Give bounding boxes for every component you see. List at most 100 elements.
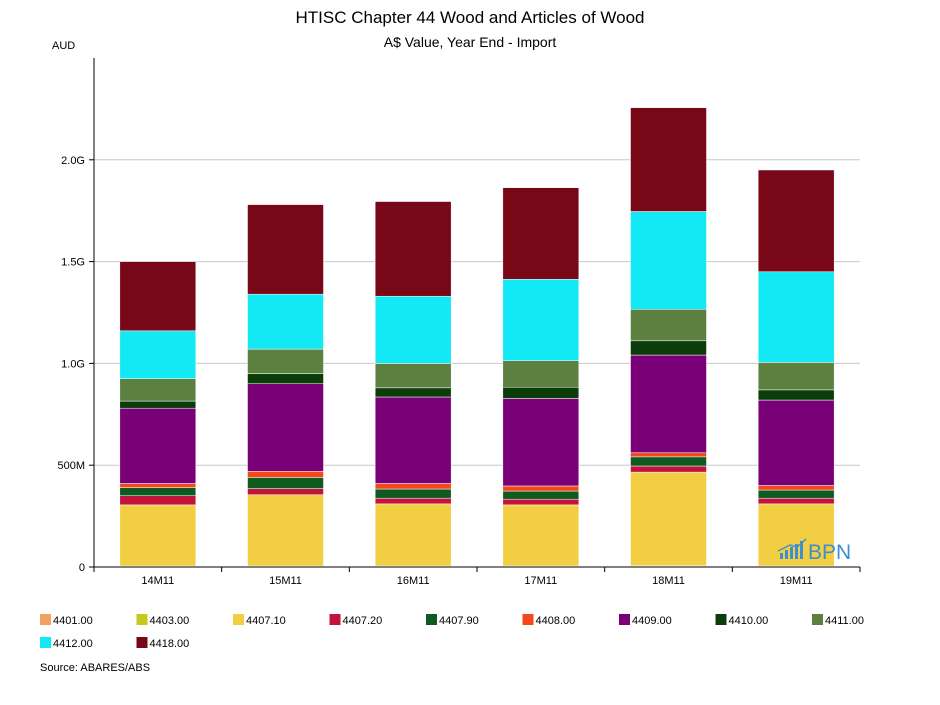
legend-label: 4401.00 — [53, 615, 93, 627]
bar-segment — [119, 495, 197, 506]
bar-segment — [630, 471, 707, 567]
legend-label: 4407.20 — [343, 615, 383, 627]
bar-segment — [119, 407, 197, 484]
bar-segment — [757, 169, 835, 273]
y-tick-label: 500M — [57, 460, 85, 472]
bar-segment — [247, 348, 324, 374]
bar-segment — [374, 396, 452, 484]
bars — [119, 107, 835, 568]
legend-item: 4408.00 — [522, 614, 576, 627]
bar-segment — [119, 483, 197, 488]
legend-swatch — [40, 637, 51, 648]
x-tick-label: 15M11 — [269, 575, 302, 587]
gridlines — [89, 159, 860, 568]
legend-label: 4408.00 — [536, 615, 576, 627]
bar-segment — [757, 497, 835, 505]
legend-swatch — [812, 614, 823, 625]
bar-segment — [630, 465, 707, 473]
legend-swatch — [426, 614, 437, 625]
chart-subtitle: A$ Value, Year End - Import — [384, 34, 557, 50]
bar-segment — [247, 471, 324, 478]
bar-segment — [119, 330, 197, 379]
x-tick-labels: 14M11 15M11 16M11 17M11 18M11 19M11 — [93, 567, 861, 587]
bar-segment — [374, 488, 452, 499]
bar-segment — [119, 400, 197, 409]
x-tick-label: 19M11 — [780, 575, 813, 587]
bar-segment — [502, 279, 580, 362]
bar-segment — [247, 477, 324, 489]
legend-item: 4411.00 — [812, 614, 864, 627]
legend-label: 4409.00 — [632, 615, 672, 627]
bar-segment — [630, 211, 707, 310]
bar-segment — [630, 456, 707, 467]
bar-segment — [119, 487, 197, 496]
legend-label: 4407.90 — [439, 615, 479, 627]
bar-segment — [374, 295, 452, 364]
bar-segment — [502, 398, 580, 487]
legend-item: 4418.00 — [136, 637, 190, 650]
bar-segment — [630, 107, 707, 212]
legend-item: 4401.00 — [40, 614, 93, 627]
bar-segment — [374, 201, 452, 297]
bar-segment — [630, 452, 707, 458]
x-tick-label: 16M11 — [397, 575, 430, 587]
y-tick-label: 1.0G — [61, 358, 85, 370]
source-note: Source: ABARES/ABS — [40, 662, 150, 674]
bar-segment — [502, 498, 580, 506]
x-tick-label: 14M11 — [141, 575, 174, 587]
legend-swatch — [233, 614, 244, 625]
bar-segment — [374, 503, 452, 567]
bar-segment — [502, 187, 580, 280]
y-tick-label: 0 — [79, 562, 85, 574]
bar-segment — [630, 308, 707, 342]
bar-segment — [247, 488, 324, 495]
legend-item: 4410.00 — [715, 614, 769, 627]
bar-segment — [374, 497, 452, 505]
legend-swatch — [136, 614, 148, 625]
bar-segment — [119, 504, 197, 567]
legend-label: 4412.00 — [53, 638, 93, 650]
bar-segment — [757, 485, 835, 491]
bar-segment — [247, 204, 324, 295]
x-tick-label: 18M11 — [652, 575, 685, 587]
legend-swatch — [329, 614, 341, 625]
y-tick-label: 1.5G — [61, 257, 85, 269]
y-axis-unit: AUD — [52, 40, 75, 52]
bar-segment — [247, 373, 324, 385]
legend-item: 4403.00 — [136, 614, 190, 627]
legend-label: 4407.10 — [246, 615, 286, 627]
legend-label: 4411.00 — [825, 615, 864, 627]
legend-item: 4412.00 — [40, 637, 93, 650]
legend-item: 4407.90 — [426, 614, 479, 627]
legend-swatch — [619, 614, 630, 625]
legend-swatch — [40, 614, 51, 625]
bar-segment — [502, 485, 580, 492]
bar-segment — [247, 293, 324, 350]
y-tick-label: 2.0G — [61, 155, 85, 167]
legend-label: 4410.00 — [729, 615, 769, 627]
bar-segment — [502, 386, 580, 399]
bar-segment — [757, 399, 835, 486]
legend-item: 4407.20 — [329, 614, 383, 627]
legend-swatch — [522, 614, 534, 625]
legend-label: 4418.00 — [150, 638, 190, 650]
chart-title: HTISC Chapter 44 Wood and Articles of Wo… — [296, 8, 645, 27]
legend-swatch — [136, 637, 148, 648]
bar-segment — [757, 389, 835, 401]
bar-segment — [502, 504, 580, 567]
bar-segment — [374, 363, 452, 389]
legend-swatch — [715, 614, 727, 625]
bar-segment — [119, 378, 197, 402]
legend-label: 4403.00 — [150, 615, 190, 627]
bar-segment — [247, 494, 324, 567]
bar-segment — [757, 362, 835, 391]
bar-segment — [757, 271, 835, 363]
bar-segment — [119, 261, 197, 332]
bar-segment — [630, 340, 707, 356]
legend-item: 4407.10 — [233, 614, 286, 627]
bar-segment — [630, 354, 707, 454]
x-tick-label: 17M11 — [524, 575, 557, 587]
legend: 4401.00 4403.00 4407.10 4407.20 4407.90 4408.… — [40, 614, 864, 650]
y-tick-labels: 0 500M 1.0G 1.5G 2.0G — [57, 155, 85, 574]
